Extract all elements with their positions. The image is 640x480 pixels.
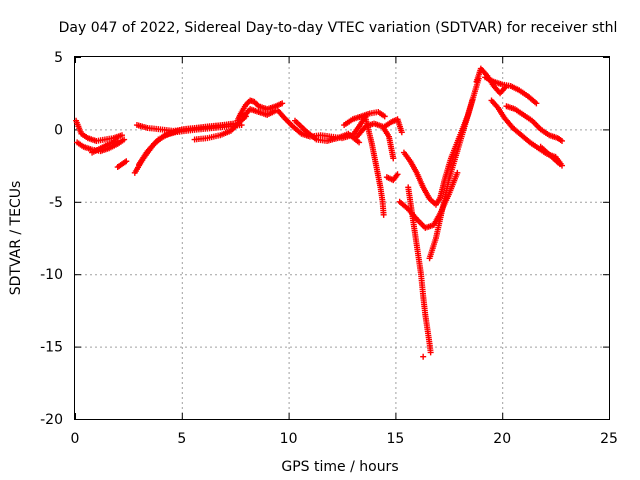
y-tick-label: -10 [40, 267, 63, 283]
data-point [121, 136, 128, 143]
data-point [420, 353, 427, 360]
x-axis-label: GPS time / hours [281, 459, 398, 475]
x-tick-label: 20 [493, 431, 511, 447]
data-point [398, 129, 405, 136]
axis-ticks [75, 57, 610, 420]
x-tick-label: 15 [386, 431, 404, 447]
y-tick-label: 5 [54, 50, 63, 66]
grid-lines [75, 57, 609, 419]
y-tick-label: -20 [40, 412, 63, 428]
data-point [533, 100, 540, 107]
data-point [380, 211, 387, 218]
x-tick-label: 0 [71, 431, 80, 447]
data-point [390, 155, 397, 162]
x-tick-label: 5 [177, 431, 186, 447]
y-tick-label: -5 [49, 195, 63, 211]
y-axis-label: SDTVAR / TECUs [8, 181, 24, 296]
y-tick-label: -15 [40, 340, 63, 356]
data-point [123, 158, 130, 165]
data-point [279, 100, 286, 107]
data-point [394, 171, 401, 178]
data-point [381, 113, 388, 120]
x-tick-label: 25 [600, 431, 618, 447]
tick-labels: 0 5 10 15 20 25 5 0 -5 -10 -15 -20 [40, 50, 618, 447]
data-point [454, 169, 461, 176]
data-point [427, 349, 434, 356]
data-point [469, 97, 476, 104]
plot-area-frame [74, 56, 610, 420]
data-point [356, 139, 363, 146]
data-point [118, 132, 125, 139]
data-points [73, 65, 566, 360]
data-point [114, 137, 121, 144]
chart-title: Day 047 of 2022, Sidereal Day-to-day VTE… [59, 20, 618, 36]
x-tick-label: 10 [280, 431, 298, 447]
data-point [559, 137, 566, 144]
y-tick-label: 0 [54, 122, 63, 138]
data-point [556, 161, 563, 168]
